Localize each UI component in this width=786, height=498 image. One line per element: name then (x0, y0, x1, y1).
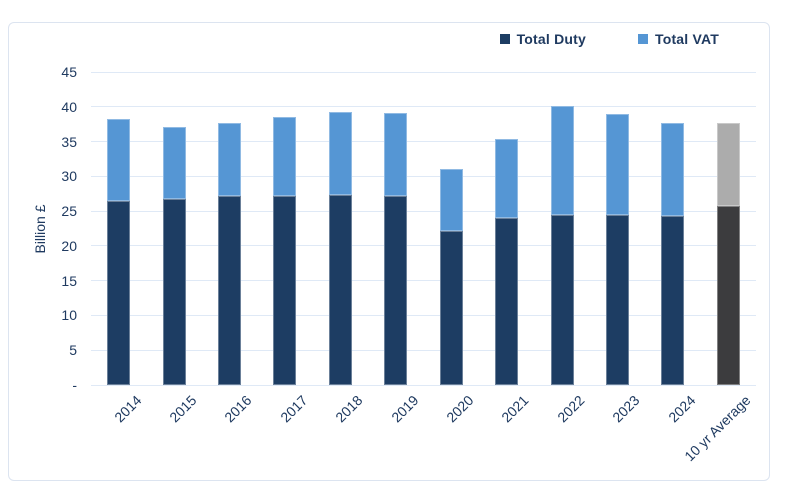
y-tick-label: 35 (61, 133, 77, 150)
gridline (91, 175, 756, 177)
x-label-2024: 2024 (664, 392, 699, 426)
bar-segment-vat-2022 (550, 106, 574, 216)
legend-item-total-vat: Total VAT (637, 31, 719, 47)
bar-segment-vat-2019 (384, 113, 408, 196)
bar-segment-duty-2015 (162, 199, 186, 385)
gridline (91, 280, 756, 282)
bar-segment-duty-2021 (495, 218, 519, 385)
bar-segment-vat-2020 (439, 169, 463, 232)
x-label-2015: 2015 (166, 392, 200, 426)
chart-card: Total Duty Total VAT Billion £ -5 10 15 20 2… (8, 22, 770, 481)
x-label-2023: 2023 (609, 392, 643, 426)
bar-segment-duty-2019 (384, 195, 408, 385)
x-label-2020: 2020 (443, 392, 477, 426)
y-tick-label: 25 (61, 203, 77, 220)
bar-segment-duty-2024 (661, 215, 685, 385)
bar-segment-duty-2023 (605, 214, 629, 385)
legend-label-vat: Total VAT (654, 31, 719, 47)
bar-segment-vat-2023 (605, 114, 629, 215)
gridline (91, 71, 756, 73)
gridline (91, 106, 756, 108)
gridline (91, 314, 756, 316)
bar-segment-duty-2018 (328, 195, 352, 385)
bar-segment-vat-2024 (661, 122, 685, 216)
y-tick-label: 45 (61, 64, 77, 80)
y-tick-label: 30 (61, 168, 77, 185)
legend-swatch-duty (499, 34, 510, 44)
bar-segment-vat-10 yr Average (716, 123, 740, 207)
y-tick-label: 5 (69, 342, 77, 359)
bar-segment-vat-2014 (107, 118, 131, 202)
legend: Total Duty Total VAT (499, 31, 719, 47)
y-tick-label: 20 (61, 237, 77, 254)
bar-segment-vat-2016 (218, 123, 242, 196)
bar-segment-duty-2014 (107, 201, 131, 385)
x-label-2019: 2019 (387, 392, 422, 426)
bar-segment-duty-2020 (439, 231, 463, 385)
x-label-2017: 2017 (276, 392, 311, 426)
bar-segment-vat-2015 (162, 126, 186, 200)
gridline (91, 210, 756, 212)
gridline (91, 141, 756, 143)
x-label-2018: 2018 (332, 392, 366, 426)
y-tick-label: 40 (61, 98, 77, 115)
bar-segment-duty-2016 (218, 195, 242, 385)
plot-layer: - 5 10 15 20 25 30 35 40 45 2014 2015 2016 2017 2018 20… (9, 23, 771, 482)
bar-segment-vat-2017 (273, 117, 297, 196)
gridline (91, 245, 756, 247)
gridline (91, 384, 756, 386)
legend-swatch-vat (637, 34, 648, 44)
x-label-2021: 2021 (498, 392, 532, 426)
bar-segment-vat-2018 (328, 111, 352, 196)
y-tick-label: - (72, 377, 77, 393)
gridline (91, 349, 756, 351)
x-label-2016: 2016 (221, 392, 255, 426)
bar-segment-vat-2021 (495, 139, 519, 219)
legend-label-duty: Total Duty (516, 31, 586, 47)
legend-item-total-duty: Total Duty (499, 31, 586, 47)
x-label-2022: 2022 (554, 392, 588, 426)
y-tick-label: 10 (61, 307, 77, 324)
x-label-2014: 2014 (110, 392, 145, 426)
y-tick-label: 15 (61, 272, 77, 289)
bar-segment-duty-10 yr Average (716, 206, 740, 385)
bar-segment-duty-2017 (273, 195, 297, 385)
bar-segment-duty-2022 (550, 215, 574, 385)
